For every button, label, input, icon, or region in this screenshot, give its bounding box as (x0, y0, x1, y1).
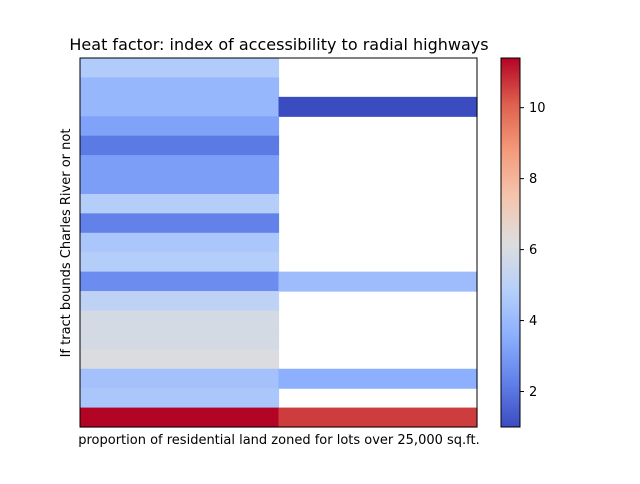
heatmap-cell (80, 310, 280, 331)
chart-title: Heat factor: index of accessibility to r… (69, 35, 488, 54)
colorbar-ticks: 2 4 6 8 10 (520, 101, 546, 400)
colorbar-frame (500, 57, 521, 428)
heatmap-cell (80, 368, 280, 389)
heatmap-cell (80, 174, 280, 195)
heatmap-cell (80, 213, 280, 234)
plot-frame (79, 57, 478, 428)
heatmap-cell (80, 252, 280, 273)
colorbar-tick-label: 2 (529, 385, 537, 400)
heatmap-cell (278, 368, 478, 389)
heatmap-cell (278, 271, 478, 292)
heatmap-cell (278, 407, 478, 428)
y-axis-label: If tract bounds Charles River or not (59, 129, 74, 358)
heatmap-cell (80, 349, 280, 370)
heatmap-cell (80, 135, 280, 156)
heatmap-cell (278, 96, 478, 117)
colorbar-tick-label: 10 (529, 101, 546, 116)
x-axis-label: proportion of residential land zoned for… (78, 433, 480, 448)
heatmap-cell (80, 232, 280, 253)
heatmap-cell (80, 407, 280, 428)
heatmap-cell (80, 193, 280, 214)
colorbar-tick-label: 4 (529, 314, 537, 329)
colorbar-tick-label: 6 (529, 243, 537, 258)
heatmap-cell (80, 271, 280, 292)
heatmap-cells (80, 58, 478, 428)
heatmap-cell (80, 96, 280, 117)
colorbar-tick-label: 8 (529, 172, 537, 187)
heatmap-cell (80, 155, 280, 176)
heatmap-cell (80, 388, 280, 409)
heatmap-cell (80, 291, 280, 312)
heatmap-cell (80, 77, 280, 98)
heatmap-cell (80, 329, 280, 350)
heatmap-cell (80, 116, 280, 137)
colorbar (501, 58, 520, 427)
heatmap-cell (80, 58, 280, 79)
